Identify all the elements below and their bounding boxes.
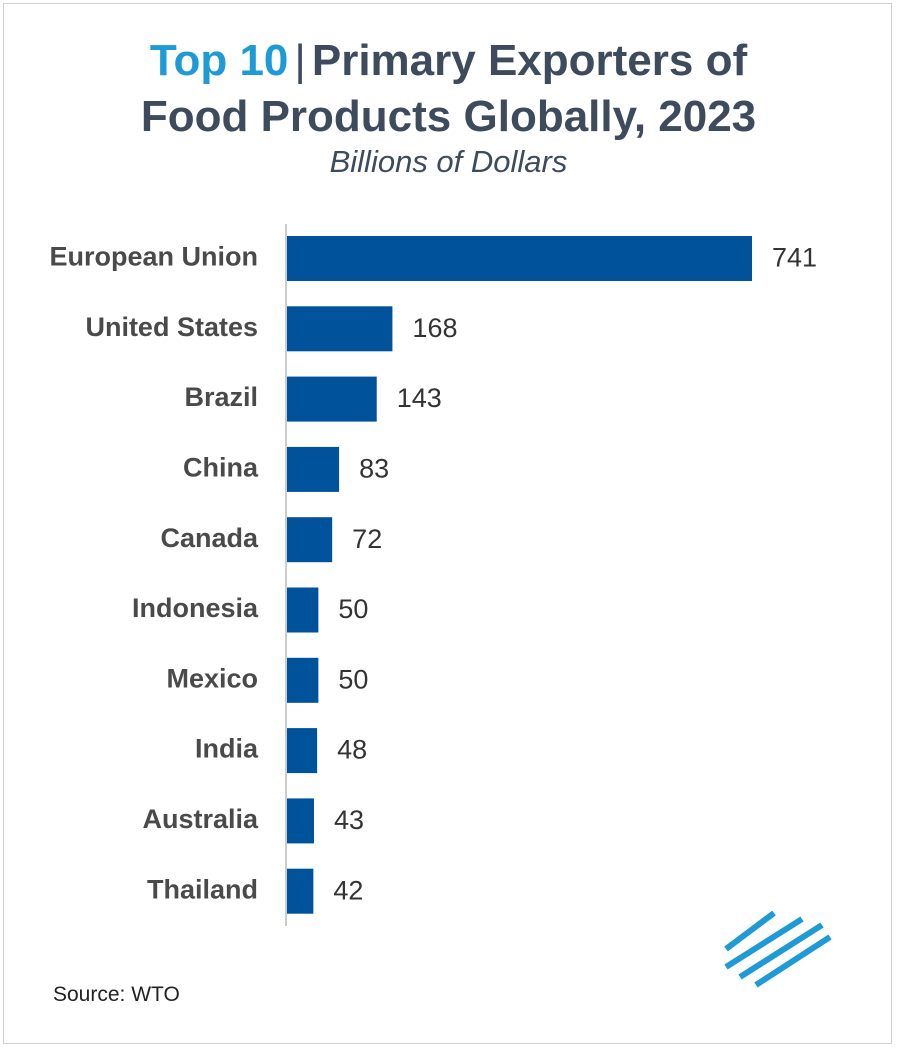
- value-label: 48: [337, 735, 367, 765]
- chart-subtitle: Billions of Dollars: [329, 144, 568, 179]
- logo-line: [724, 916, 804, 970]
- bar-india: [287, 728, 318, 774]
- value-label: 42: [333, 875, 363, 905]
- bar-european-union: [287, 236, 752, 281]
- bar-canada: [287, 517, 333, 563]
- chart-frame: [3, 3, 892, 1044]
- bar-china: [287, 446, 340, 492]
- diagonal-lines-logo-icon: [724, 910, 832, 988]
- bars-group: European Union 741 United States 168 Brazil 1…: [50, 236, 817, 914]
- category-label: Canada: [160, 523, 259, 553]
- bar-brazil: [287, 376, 377, 422]
- bar-mexico: [287, 657, 319, 703]
- category-label: Australia: [142, 804, 259, 834]
- category-label: China: [183, 453, 259, 483]
- bar-indonesia: [287, 587, 319, 633]
- category-label: India: [195, 734, 259, 764]
- category-label: Thailand: [147, 874, 258, 904]
- logo-line: [738, 922, 824, 980]
- chart-title-line-1: Top 10 | Primary Exporters of: [0, 36, 897, 86]
- title-highlight: Top 10: [149, 36, 289, 85]
- category-label: United States: [85, 312, 258, 342]
- logo-line: [754, 934, 832, 988]
- value-label: 50: [338, 594, 368, 624]
- value-label: 741: [772, 243, 817, 273]
- title-separator: |: [294, 36, 306, 85]
- value-label: 143: [397, 383, 442, 413]
- title-text-line-1: Primary Exporters of: [311, 36, 748, 85]
- bar-thailand: [287, 868, 314, 914]
- value-label: 43: [334, 805, 364, 835]
- category-label: European Union: [50, 242, 259, 272]
- value-label: 168: [412, 313, 457, 343]
- value-label: 50: [338, 664, 368, 694]
- bar-australia: [287, 798, 314, 844]
- category-label: Mexico: [166, 663, 258, 693]
- value-label: 72: [352, 524, 382, 554]
- logo-line: [724, 910, 776, 952]
- category-label: Brazil: [184, 382, 258, 412]
- chart-title-line-2: Food Products Globally, 2023: [140, 92, 757, 141]
- category-label: Indonesia: [132, 593, 259, 623]
- source-note: Source: WTO: [53, 983, 180, 1006]
- value-label: 83: [359, 454, 389, 484]
- bar-united-states: [287, 306, 393, 352]
